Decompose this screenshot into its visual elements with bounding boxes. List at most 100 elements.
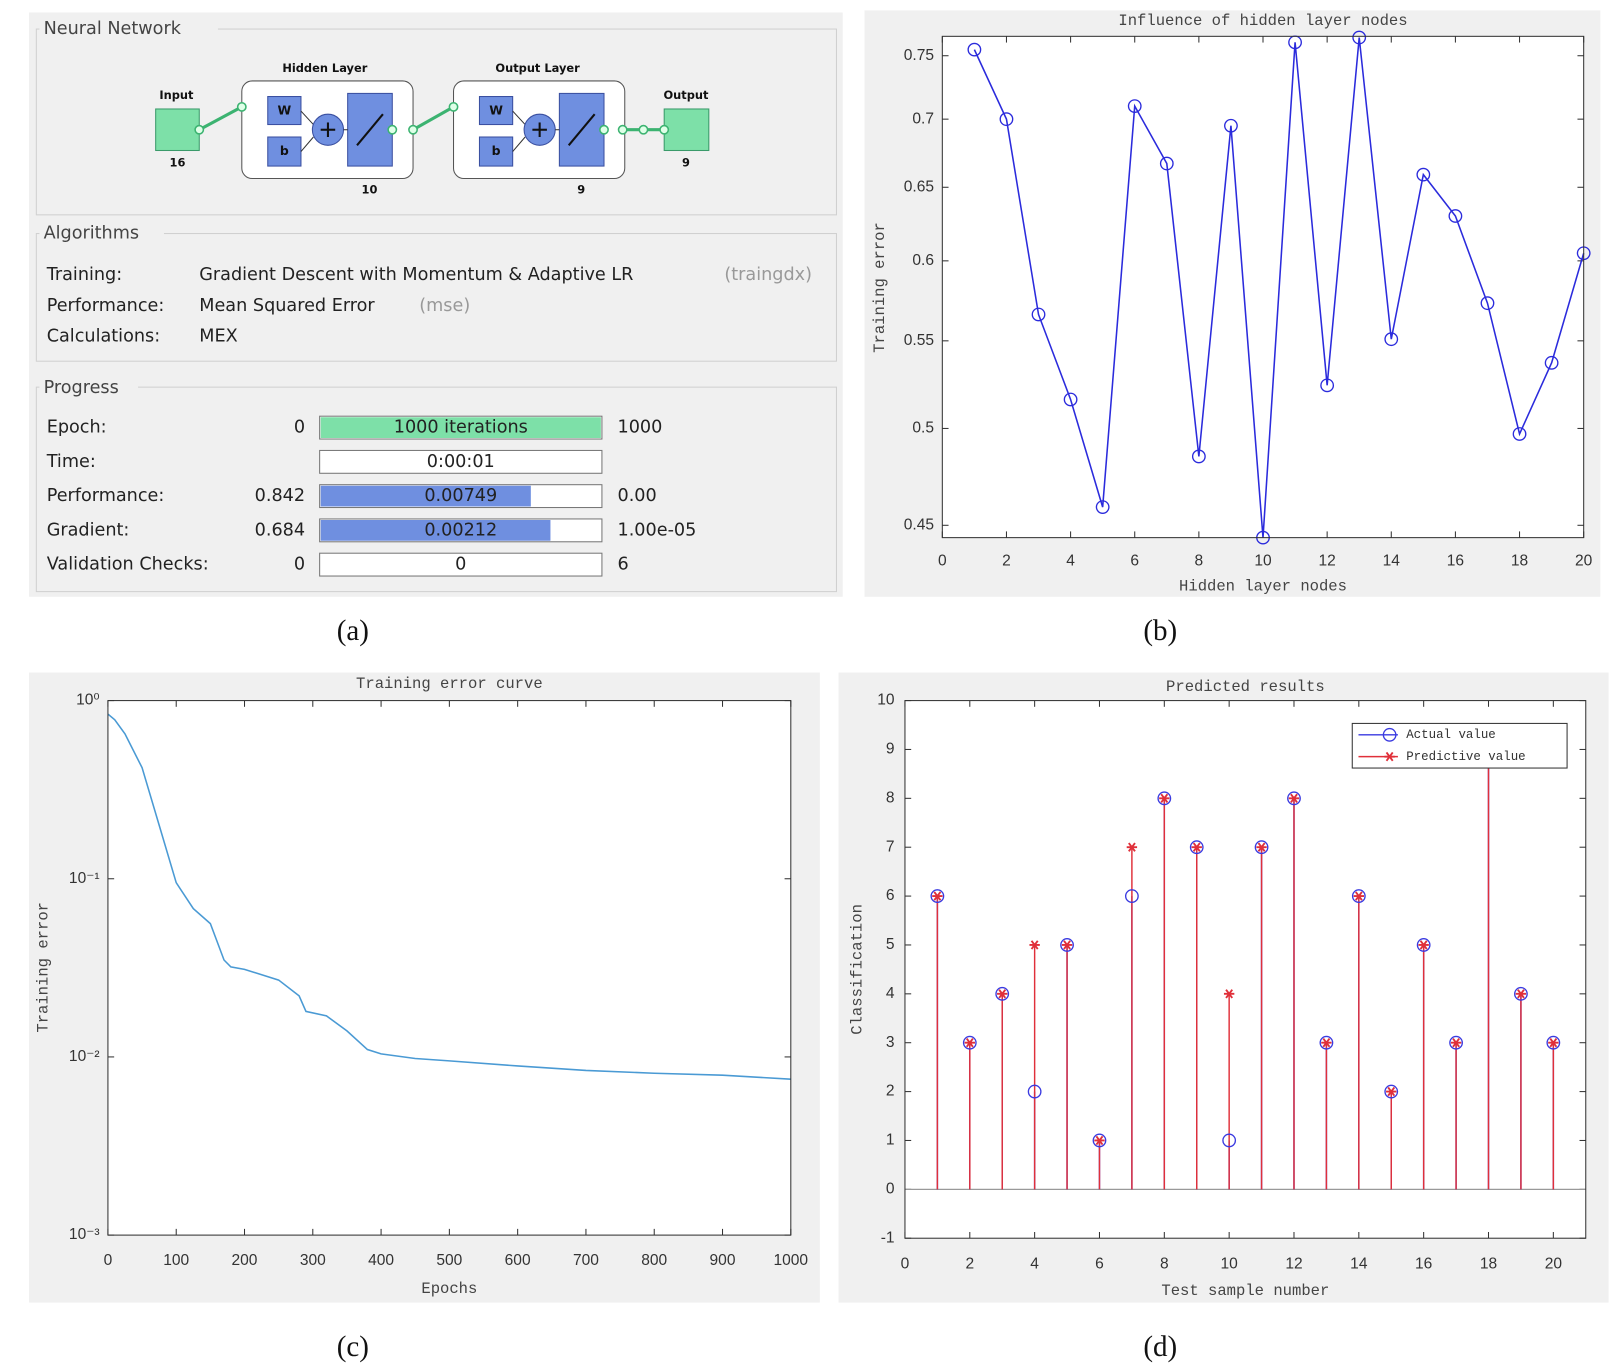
legend-label: Actual value: [1406, 728, 1496, 742]
marker: [1061, 940, 1073, 950]
x-tick-label: 800: [641, 1252, 667, 1269]
plot-area: [107, 700, 791, 1236]
x-axis-label: Test sample number: [1161, 1282, 1329, 1300]
x-tick-label: 0: [938, 553, 947, 570]
marker: [1027, 1084, 1042, 1099]
progress-value: 0.00212: [424, 520, 497, 540]
y-tick-label: 3: [886, 1034, 895, 1051]
weight-label: W: [489, 103, 503, 118]
connector: [448, 101, 459, 112]
progress-end: 1.00e-05: [617, 520, 696, 540]
x-tick-label: 6: [1095, 1255, 1104, 1272]
progress-value: 1000 iterations: [394, 418, 528, 438]
connector: [599, 124, 609, 135]
x-tick-label: 100: [163, 1252, 189, 1269]
legend-label: Predictive value: [1406, 750, 1525, 764]
x-tick-label: 8: [1160, 1255, 1169, 1272]
y-axis-label: Training error: [871, 222, 889, 353]
y-tick-label: 10⁻¹: [69, 870, 100, 887]
row-value: Mean Squared Error: [199, 296, 375, 316]
x-tick-label: 16: [1415, 1255, 1432, 1272]
bias-box: [478, 136, 514, 167]
marker: [1222, 1133, 1237, 1148]
progress-label: Performance:: [47, 486, 165, 506]
progress-value: 0.00749: [424, 486, 497, 506]
plot-frame: [107, 700, 792, 1236]
marker: [967, 42, 982, 57]
marker: [1224, 118, 1238, 133]
input-label: Input: [159, 88, 194, 102]
x-tick-label: 1000: [774, 1252, 809, 1269]
marker: [1512, 427, 1527, 441]
plot-frame: [941, 35, 1585, 539]
connector: [387, 124, 398, 135]
x-tick-label: 200: [232, 1252, 258, 1269]
x-tick-label: 6: [1130, 553, 1139, 570]
legend-marker: [1384, 751, 1395, 762]
y-tick-label: 0: [886, 1180, 895, 1197]
layer-title: Hidden Layer: [282, 61, 367, 75]
y-tick-label: 0.45: [904, 516, 934, 533]
progress-end: 0.00: [617, 486, 656, 506]
progress-bar: [319, 552, 603, 577]
group-title: Algorithms: [44, 224, 140, 244]
marker: [995, 986, 1010, 1001]
marker: [1448, 209, 1463, 223]
x-axis-label: Hidden layer nodes: [1179, 578, 1347, 596]
y-tick-label: 0.65: [904, 178, 934, 195]
x-tick-label: 600: [505, 1252, 531, 1269]
marker: [1416, 938, 1431, 952]
y-tick-label: 9: [886, 741, 895, 758]
transfer-curve: [567, 113, 596, 146]
x-tick-label: 2: [965, 1255, 974, 1272]
x-tick-label: 14: [1383, 553, 1401, 570]
marker: [1416, 167, 1431, 182]
marker: [1287, 791, 1301, 806]
marker: [1384, 332, 1399, 347]
marker: [1515, 989, 1527, 999]
y-tick-label: 10: [877, 692, 895, 709]
x-tick-label: 0: [901, 1255, 910, 1272]
y-tick-label: 10⁰: [76, 692, 100, 709]
figure-content: 0 2 4 6 8 10 12 14 16 18 200.450.50.550.60.650.70.…: [29, 10, 1609, 1363]
y-tick-label: 7: [886, 838, 895, 855]
marker: [1480, 296, 1495, 311]
progress-start: 0.684: [255, 520, 305, 540]
connector: [617, 124, 628, 135]
y-tick-label: 10⁻²: [69, 1048, 100, 1065]
marker: [1319, 1035, 1334, 1050]
x-tick-label: 400: [368, 1252, 394, 1269]
caption: (c): [337, 1331, 369, 1363]
progress-start: 0.842: [255, 486, 305, 506]
x-tick-label: 16: [1447, 553, 1464, 570]
wire: [300, 110, 314, 125]
marker: [1159, 156, 1174, 171]
row-value: Gradient Descent with Momentum & Adaptiv…: [199, 265, 633, 285]
caption: (a): [337, 615, 369, 647]
y-tick-label: 0.5: [912, 420, 934, 437]
marker: [1127, 99, 1142, 114]
plot-area: [942, 36, 1584, 538]
y-tick-label: -1: [881, 1229, 895, 1246]
marker: [1351, 889, 1366, 903]
marker: [997, 989, 1008, 999]
output-block: [663, 108, 710, 152]
marker: [1321, 1038, 1332, 1048]
marker: [1320, 378, 1335, 393]
marker: [1514, 986, 1528, 1001]
group-title-bg: [39, 223, 164, 244]
layer-title: Output Layer: [495, 61, 580, 75]
y-tick-label: 0.75: [904, 47, 934, 64]
marker: [1191, 449, 1206, 464]
progress-label: Gradient:: [47, 520, 130, 540]
wire: [512, 136, 526, 152]
weight-label: W: [277, 103, 291, 118]
x-tick-label: 8: [1195, 553, 1204, 570]
marker: [1449, 1035, 1463, 1050]
marker: [1353, 891, 1365, 901]
marker: [1386, 1086, 1397, 1097]
x-tick-label: 900: [710, 1252, 736, 1269]
marker: [1256, 842, 1267, 852]
connector: [194, 124, 205, 135]
progress-label: Epoch:: [47, 418, 107, 438]
